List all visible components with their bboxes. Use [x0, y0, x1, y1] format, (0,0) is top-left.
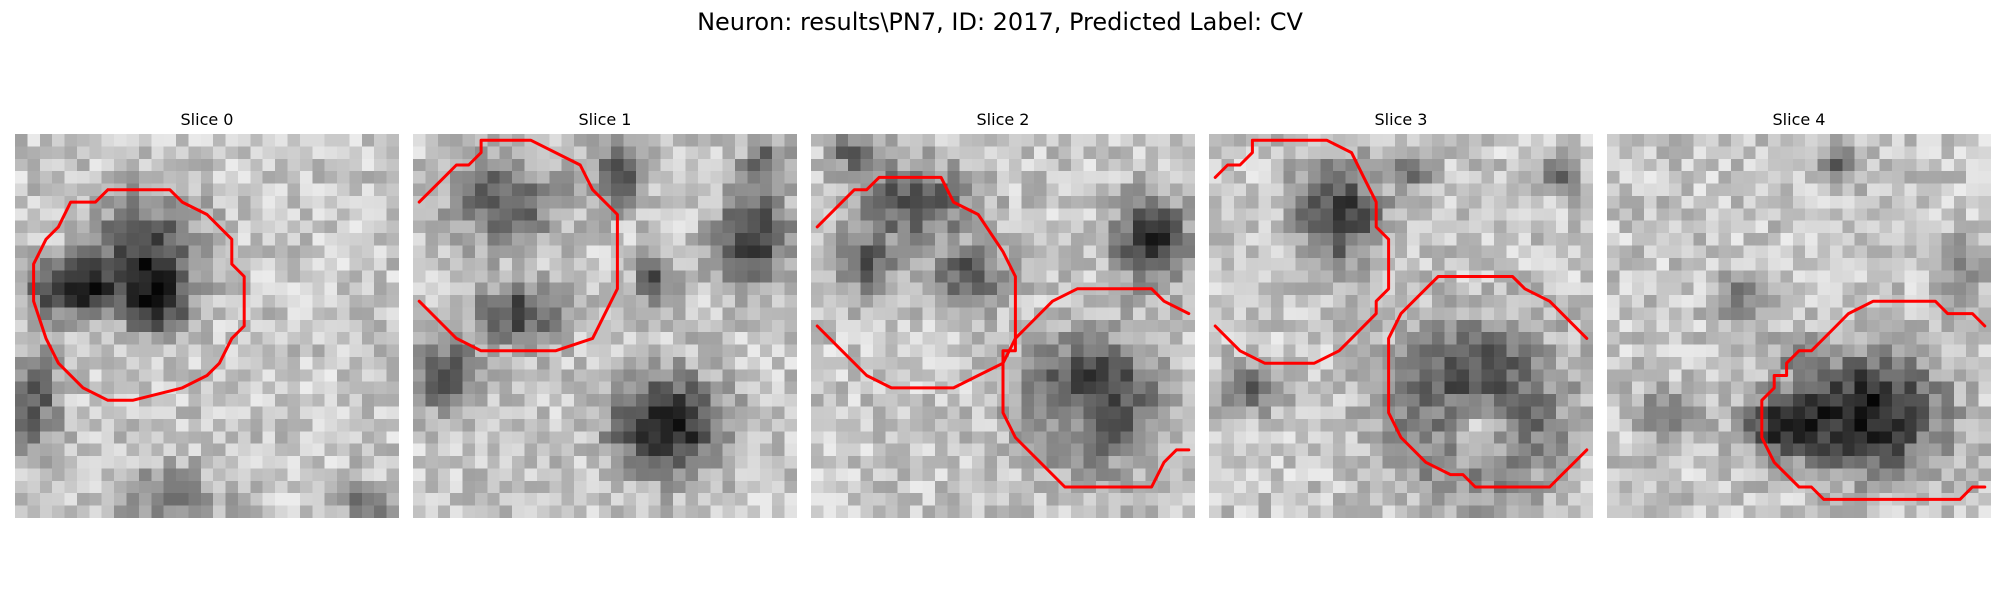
slice-title: Slice 1 — [578, 110, 632, 129]
pixel-grid — [413, 134, 797, 518]
contour-outline — [815, 175, 1017, 390]
slice-image — [15, 134, 399, 518]
contour-outline — [1760, 299, 1987, 501]
slice-image — [811, 134, 1195, 518]
contour-outline — [1213, 138, 1391, 365]
contour-outline — [1001, 287, 1191, 489]
contour-outline — [417, 138, 619, 353]
slice-title: Slice 4 — [1772, 110, 1826, 129]
slice-image — [1209, 134, 1593, 518]
pixel-grid — [1209, 134, 1593, 518]
pixel-grid — [1607, 134, 1991, 518]
figure-title: Neuron: results\PN7, ID: 2017, Predicted… — [697, 8, 1303, 36]
slice-title: Slice 2 — [976, 110, 1030, 129]
slice-title: Slice 0 — [180, 110, 234, 129]
slice-title: Slice 3 — [1374, 110, 1428, 129]
contour-outline — [32, 188, 246, 402]
slice-image — [1607, 134, 1991, 518]
contour-outline — [1387, 275, 1589, 489]
pixel-grid — [15, 134, 399, 518]
pixel-grid — [811, 134, 1195, 518]
slice-image — [413, 134, 797, 518]
